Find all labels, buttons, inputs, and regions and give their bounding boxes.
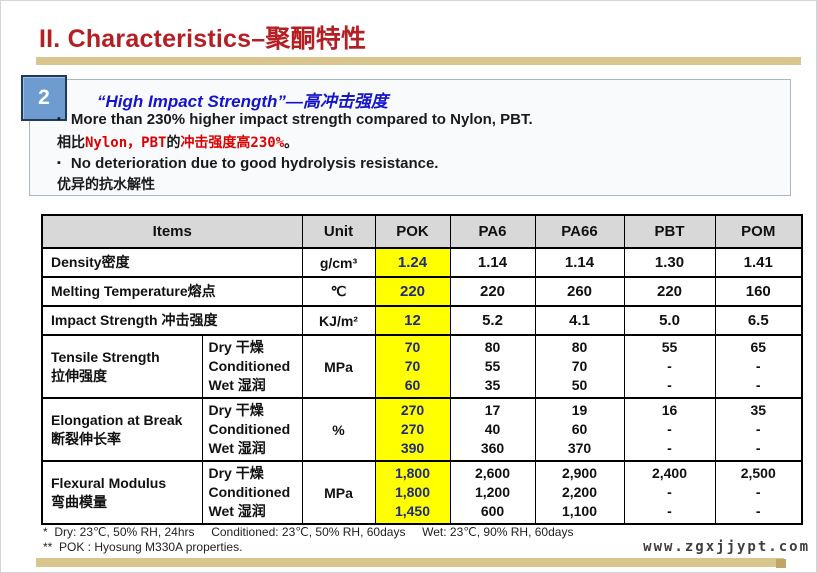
header-unit: Unit bbox=[301, 214, 376, 249]
cell-pbt: 16 - - bbox=[623, 397, 716, 462]
bullet-2: ▪ No deterioration due to good hydrolysis… bbox=[57, 155, 438, 172]
section-heading: “High Impact Strength”—高冲击强度 bbox=[97, 92, 388, 111]
cell-pom: 160 bbox=[714, 276, 803, 307]
cell-unit: g/cm³ bbox=[301, 247, 376, 278]
cell-pa66: 1.14 bbox=[534, 247, 625, 278]
item-zh: 拉伸强度 bbox=[51, 367, 107, 384]
item-en: Tensile Strength bbox=[51, 348, 160, 365]
cond-dry: Dry 干燥 bbox=[208, 402, 264, 418]
row-impact-strength: Impact Strength 冲击强度 KJ/m² 12 5.2 4.1 5.… bbox=[41, 305, 803, 336]
cell-pok: 220 bbox=[374, 276, 451, 307]
bullet-1-zh-p2: Nylon，PBT bbox=[85, 135, 167, 151]
cell-pom: 6.5 bbox=[714, 305, 803, 336]
header-pa6: PA6 bbox=[449, 214, 536, 249]
cond-conditioned: Conditioned bbox=[208, 358, 291, 374]
cell-conditions: Dry 干燥 Conditioned Wet 湿润 bbox=[201, 397, 303, 462]
cell-pa66: 2,900 2,200 1,100 bbox=[534, 460, 625, 525]
row-tensile-strength: Tensile Strength 拉伸强度 Dry 干燥 Conditioned… bbox=[41, 334, 803, 399]
header-pom: POM bbox=[714, 214, 803, 249]
cond-dry: Dry 干燥 bbox=[208, 339, 264, 355]
cell-pbt: 5.0 bbox=[623, 305, 716, 336]
cell-pa66: 4.1 bbox=[534, 305, 625, 336]
header-pbt: PBT bbox=[623, 214, 716, 249]
bottom-divider bbox=[36, 558, 784, 567]
bullet-1-zh-p5: 。 bbox=[284, 135, 299, 151]
cell-conditions: Dry 干燥 Conditioned Wet 湿润 bbox=[201, 334, 303, 399]
bullet-icon: ▪ bbox=[57, 157, 61, 169]
cond-wet: Wet 湿润 bbox=[208, 440, 266, 456]
cell-unit: MPa bbox=[301, 334, 376, 399]
cond-wet: Wet 湿润 bbox=[208, 377, 266, 393]
cell-item: Tensile Strength 拉伸强度 bbox=[41, 334, 203, 399]
cell-pa66: 80 70 50 bbox=[534, 334, 625, 399]
cell-pa6: 17 40 360 bbox=[449, 397, 536, 462]
cell-pa6: 1.14 bbox=[449, 247, 536, 278]
cell-pbt: 55 - - bbox=[623, 334, 716, 399]
bullet-1-zh-p3: 的 bbox=[166, 135, 181, 151]
cell-pa6: 80 55 35 bbox=[449, 334, 536, 399]
cell-unit: % bbox=[301, 397, 376, 462]
properties-table: Items Unit POK PA6 PA66 PBT POM Density密… bbox=[41, 214, 803, 525]
cell-pok: 70 70 60 bbox=[374, 334, 451, 399]
cell-pom: 1.41 bbox=[714, 247, 803, 278]
bullet-icon: ▪ bbox=[57, 113, 61, 125]
footnote-conditions: * Dry: 23℃, 50% RH, 24hrs Conditioned: 2… bbox=[43, 525, 574, 539]
cell-pom: 35 - - bbox=[714, 397, 803, 462]
table-header-row: Items Unit POK PA6 PA66 PBT POM bbox=[41, 214, 803, 249]
cell-item: Elongation at Break 断裂伸长率 bbox=[41, 397, 203, 462]
watermark-url: www.zgxjjypt.com bbox=[643, 539, 810, 555]
cell-item: Impact Strength 冲击强度 bbox=[41, 305, 303, 336]
cell-pa66: 19 60 370 bbox=[534, 397, 625, 462]
cell-pom: 65 - - bbox=[714, 334, 803, 399]
bullet-1-text: More than 230% higher impact strength co… bbox=[70, 111, 533, 128]
cell-item: Flexural Modulus 弯曲模量 bbox=[41, 460, 203, 525]
cell-pok: 1,800 1,800 1,450 bbox=[374, 460, 451, 525]
section-box bbox=[29, 79, 791, 196]
cell-pom: 2,500 - - bbox=[714, 460, 803, 525]
header-pa66: PA66 bbox=[534, 214, 625, 249]
cond-conditioned: Conditioned bbox=[208, 484, 291, 500]
bullet-1: ▪ More than 230% higher impact strength c… bbox=[57, 111, 533, 128]
bullet-1-zh-p1: 相比 bbox=[57, 135, 85, 151]
title-divider bbox=[36, 57, 801, 65]
row-melting-temperature: Melting Temperature熔点 ℃ 220 220 260 220 … bbox=[41, 276, 803, 307]
cell-pok: 1.24 bbox=[374, 247, 451, 278]
cell-item: Density密度 bbox=[41, 247, 303, 278]
cell-conditions: Dry 干燥 Conditioned Wet 湿润 bbox=[201, 460, 303, 525]
cell-pbt: 2,400 - - bbox=[623, 460, 716, 525]
cell-pok: 270 270 390 bbox=[374, 397, 451, 462]
cell-pa6: 220 bbox=[449, 276, 536, 307]
row-elongation-at-break: Elongation at Break 断裂伸长率 Dry 干燥 Conditi… bbox=[41, 397, 803, 462]
bullet-1-zh: 相比Nylon，PBT的冲击强度高230%。 bbox=[57, 132, 298, 152]
cell-pbt: 220 bbox=[623, 276, 716, 307]
cond-dry: Dry 干燥 bbox=[208, 465, 264, 481]
cell-unit: MPa bbox=[301, 460, 376, 525]
cell-pa6: 2,600 1,200 600 bbox=[449, 460, 536, 525]
item-zh: 断裂伸长率 bbox=[51, 430, 121, 447]
cell-pa66: 260 bbox=[534, 276, 625, 307]
page-title: II. Characteristics–聚酮特性 bbox=[39, 25, 367, 53]
row-flexural-modulus: Flexural Modulus 弯曲模量 Dry 干燥 Conditioned… bbox=[41, 460, 803, 525]
item-en: Flexural Modulus bbox=[51, 474, 167, 491]
bottom-divider-cap bbox=[776, 559, 786, 568]
bullet-2-text: No deterioration due to good hydrolysis … bbox=[70, 155, 439, 172]
cell-unit: ℃ bbox=[301, 276, 376, 307]
header-items: Items bbox=[41, 214, 303, 249]
cell-pa6: 5.2 bbox=[449, 305, 536, 336]
cell-unit: KJ/m² bbox=[301, 305, 376, 336]
cell-pbt: 1.30 bbox=[623, 247, 716, 278]
item-en: Elongation at Break bbox=[51, 411, 183, 428]
row-density: Density密度 g/cm³ 1.24 1.14 1.14 1.30 1.41 bbox=[41, 247, 803, 278]
item-zh: 弯曲模量 bbox=[51, 493, 107, 510]
bullet-2-zh: 优异的抗水解性 bbox=[57, 176, 155, 192]
cell-pok: 12 bbox=[374, 305, 451, 336]
footnote-pok: ** POK : Hyosung M330A properties. bbox=[43, 540, 243, 554]
bullet-1-zh-p4: 冲击强度高230% bbox=[180, 135, 285, 151]
section-number-badge: 2 bbox=[21, 75, 67, 121]
cond-wet: Wet 湿润 bbox=[208, 503, 266, 519]
header-pok: POK bbox=[374, 214, 451, 249]
cond-conditioned: Conditioned bbox=[208, 421, 291, 437]
cell-item: Melting Temperature熔点 bbox=[41, 276, 303, 307]
